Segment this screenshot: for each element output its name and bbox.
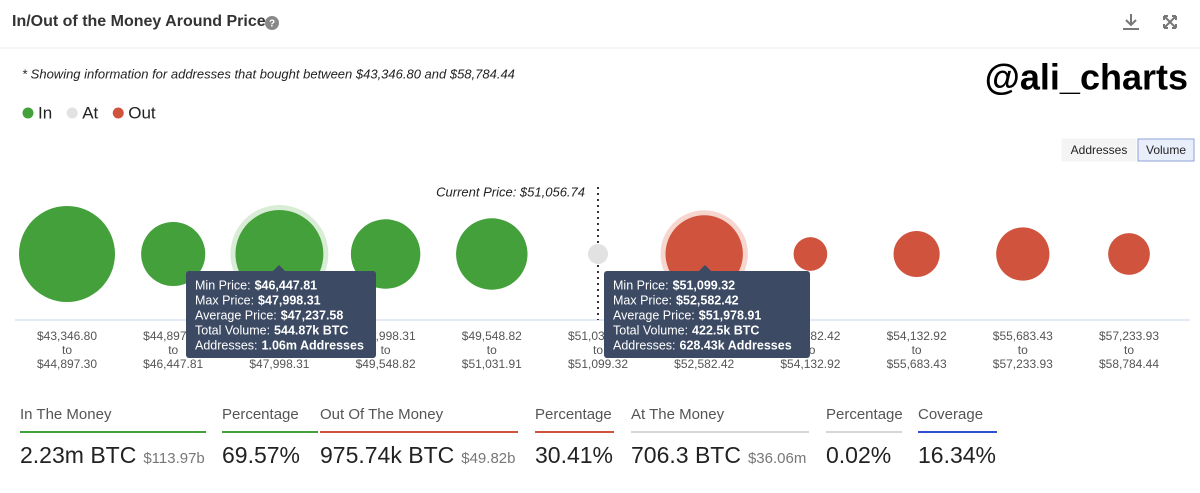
legend-dot xyxy=(66,107,78,119)
legend-label: In xyxy=(38,103,52,122)
bin-from: $57,233.93 xyxy=(1099,329,1159,343)
bin-to: $54,132.92 xyxy=(780,357,840,371)
legend-dot xyxy=(22,107,34,119)
tooltip-value: $47,998.31 xyxy=(258,293,321,307)
legend-dot xyxy=(112,107,124,119)
tooltip xyxy=(604,271,810,358)
stat-label: Coverage xyxy=(918,406,983,423)
tooltip xyxy=(186,271,376,358)
tooltip-value: $46,447.81 xyxy=(255,278,318,292)
bubble[interactable] xyxy=(1108,233,1150,275)
stat-label: In The Money xyxy=(20,406,112,423)
stat-subvalue: $49.82b xyxy=(461,450,515,467)
tooltip-arrow xyxy=(699,265,711,271)
expand-icon[interactable] xyxy=(1163,15,1177,29)
legend-label: At xyxy=(82,103,98,122)
toggle-label: Addresses xyxy=(1071,143,1128,157)
tooltip-label: Addresses: xyxy=(613,338,676,352)
bin-to: $51,099.32 xyxy=(568,357,628,371)
bin-connector: to xyxy=(593,343,603,357)
stat-subvalue: $36.06m xyxy=(748,450,806,467)
bin-to: $51,031.91 xyxy=(462,357,522,371)
stat-value: 975.74k BTC xyxy=(320,442,454,468)
bubble[interactable] xyxy=(588,244,608,264)
bin-from: $54,132.92 xyxy=(887,329,947,343)
stat-value: 706.3 BTC xyxy=(631,442,741,468)
tooltip-label: Min Price: xyxy=(613,278,669,292)
bubble[interactable] xyxy=(893,230,940,278)
bin-connector: to xyxy=(487,343,497,357)
bin-connector: to xyxy=(381,343,391,357)
tooltip-value: 544.87k BTC xyxy=(274,323,348,337)
bin-to: $46,447.81 xyxy=(143,357,203,371)
bubble[interactable] xyxy=(793,237,828,271)
bin-to: $52,582.42 xyxy=(674,357,734,371)
bin-to: $49,548.82 xyxy=(356,357,416,371)
title: In/Out of the Money Around Price xyxy=(12,13,266,30)
legend-label: Out xyxy=(128,103,156,122)
stat-label: Percentage xyxy=(826,406,903,423)
tooltip-label: Min Price: xyxy=(195,278,251,292)
bin-connector: to xyxy=(805,343,815,357)
stat-value: 69.57% xyxy=(222,442,300,468)
tooltip-value: $47,237.58 xyxy=(281,308,344,322)
tooltip-value: 422.5k BTC xyxy=(692,323,759,337)
bin-connector: to xyxy=(168,343,178,357)
tooltip-label: Max Price: xyxy=(195,293,254,307)
bin-connector: to xyxy=(912,343,922,357)
bin-to: $44,897.30 xyxy=(37,357,97,371)
stat-subvalue: $113.97b xyxy=(143,450,204,467)
bin-connector: to xyxy=(62,343,72,357)
tooltip-value: 1.06m Addresses xyxy=(262,338,364,352)
bin-to: $57,233.93 xyxy=(993,357,1053,371)
tooltip-label: Max Price: xyxy=(613,293,672,307)
bin-from: $55,683.43 xyxy=(993,329,1053,343)
download-icon[interactable] xyxy=(1123,14,1139,30)
stat-label: Percentage xyxy=(222,406,299,423)
stat-label: Percentage xyxy=(535,406,612,423)
tooltip-value: $51,978.91 xyxy=(699,308,762,322)
bubble[interactable] xyxy=(19,206,115,302)
stat-value: 16.34% xyxy=(918,442,996,468)
bin-to: $58,784.44 xyxy=(1099,357,1159,371)
stat-value: 30.41% xyxy=(535,442,613,468)
bin-to: $55,683.43 xyxy=(887,357,947,371)
toggle-button[interactable] xyxy=(1137,138,1195,162)
tooltip-value: 628.43k Addresses xyxy=(680,338,792,352)
bubble[interactable] xyxy=(996,227,1050,281)
tooltip-label: Average Price: xyxy=(613,308,695,322)
bubble[interactable] xyxy=(141,221,206,287)
help-icon-glyph: ? xyxy=(269,19,275,30)
stat-value: 2.23m BTC xyxy=(20,442,136,468)
tooltip-value: $52,582.42 xyxy=(676,293,739,307)
tooltip-label: Total Volume: xyxy=(613,323,688,337)
toggle-label: Volume xyxy=(1146,143,1186,157)
toggle-button[interactable] xyxy=(1061,138,1137,162)
stat-label: At The Money xyxy=(631,406,725,423)
bin-from: $43,346.80 xyxy=(37,329,97,343)
tooltip-label: Total Volume: xyxy=(195,323,270,337)
current-price: Current Price: $51,056.74 xyxy=(436,184,585,199)
note: * Showing information for addresses that… xyxy=(22,66,515,81)
bin-to: $47,998.31 xyxy=(249,357,309,371)
help-icon[interactable] xyxy=(265,16,279,30)
bin-from: $49,548.82 xyxy=(462,329,522,343)
watermark: @ali_charts xyxy=(985,57,1188,98)
stat-value: 0.02% xyxy=(826,442,891,468)
tooltip-label: Addresses: xyxy=(195,338,258,352)
tooltip-value: $51,099.32 xyxy=(673,278,736,292)
bin-connector: to xyxy=(1018,343,1028,357)
bubble[interactable] xyxy=(456,218,528,290)
tooltip-label: Average Price: xyxy=(195,308,277,322)
stat-label: Out Of The Money xyxy=(320,406,444,423)
bin-connector: to xyxy=(1124,343,1134,357)
tooltip-arrow xyxy=(273,265,285,271)
